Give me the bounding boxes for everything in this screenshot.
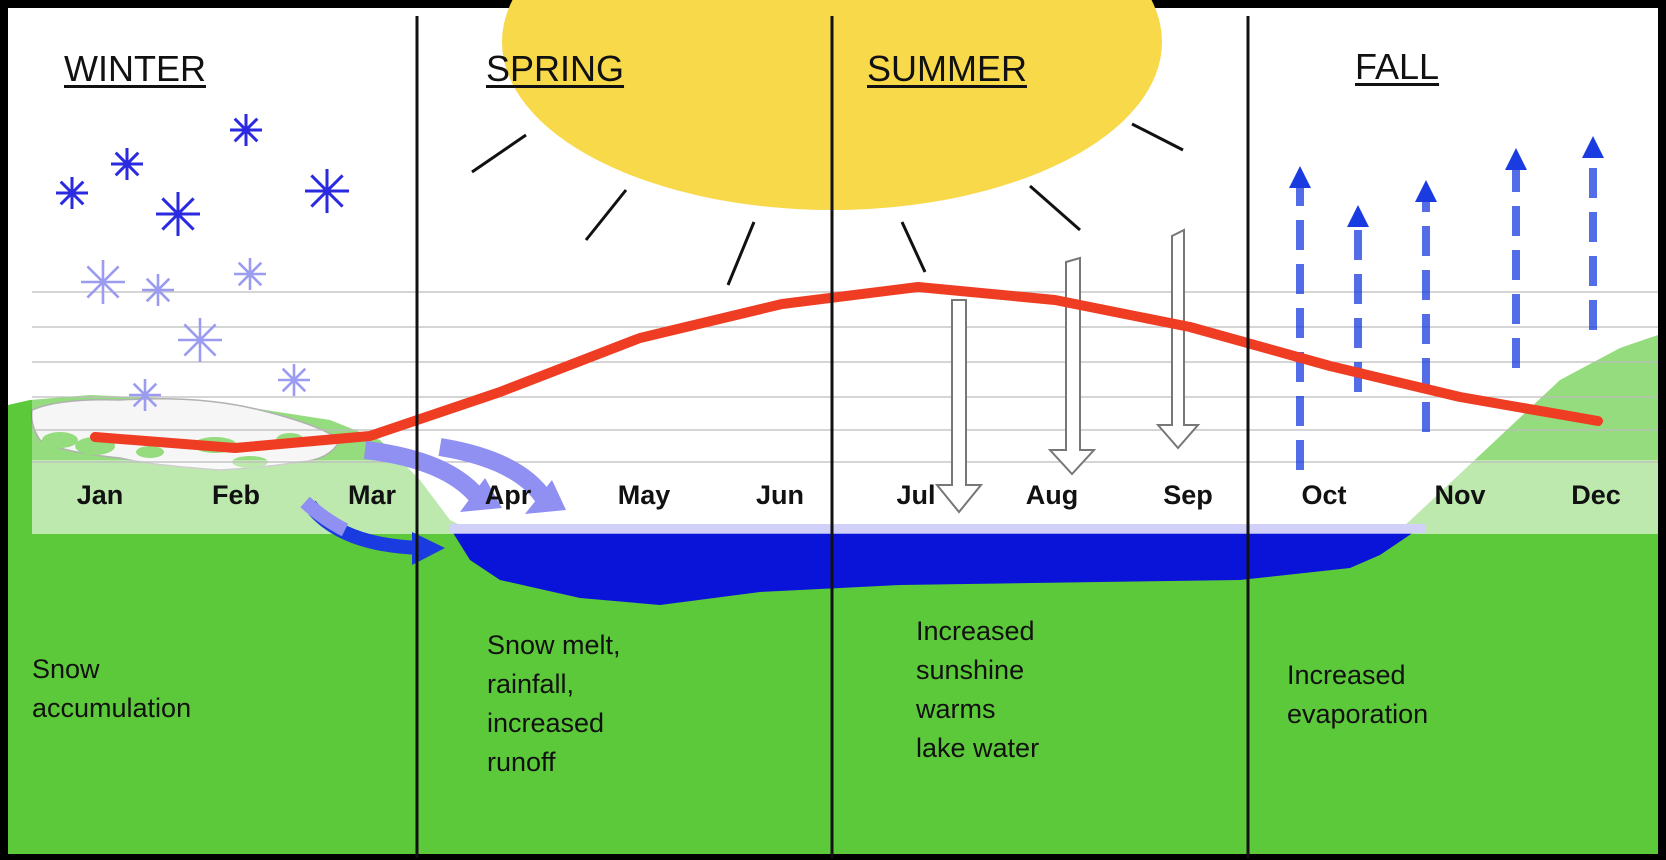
snowflake-icon	[56, 177, 88, 209]
lake	[450, 528, 1420, 605]
sun-ray	[1029, 184, 1081, 232]
season-title-winter: WINTER	[64, 48, 206, 89]
snowflake-group	[56, 114, 349, 411]
evaporation-arrow-icon	[1415, 180, 1437, 432]
snowflake-icon	[234, 258, 266, 290]
evaporation-arrow-icon	[1505, 148, 1527, 368]
season-title-fall: FALL	[1355, 46, 1440, 87]
season-dividers	[415, 16, 1250, 858]
sunlight-arrow-icon	[1047, 256, 1097, 476]
runoff-arrow-icon	[438, 438, 553, 506]
evaporation-arrow-icon	[1582, 136, 1604, 330]
snowflake-icon	[305, 169, 349, 213]
sunlight-arrow-icon	[934, 299, 984, 514]
description-fall: Increased evaporation	[1287, 660, 1429, 729]
sun-ray	[1131, 122, 1184, 152]
month-label-aug: Aug	[1025, 480, 1079, 510]
snowflake-icon	[178, 318, 222, 362]
snowflake-icon	[156, 192, 200, 236]
sun-ray	[900, 221, 927, 273]
runoff-arrow-icon	[363, 441, 488, 506]
temperature-curve	[90, 282, 1603, 453]
sunlight-arrow-icon	[1155, 228, 1201, 450]
sun-ray	[471, 133, 527, 174]
month-label-jun: Jun	[755, 480, 804, 510]
sun-ray	[726, 221, 756, 286]
sunlight-arrow-group	[934, 228, 1201, 514]
month-label-jan: Jan	[76, 480, 124, 510]
temperature-scale-lines	[32, 290, 1658, 534]
description-spring: Snow melt, rainfall, increased runoff	[487, 630, 621, 777]
runoff-arrow-group	[300, 438, 566, 565]
month-label-feb: Feb	[211, 480, 260, 510]
month-label-dec: Dec	[1571, 480, 1621, 510]
snowflake-icon	[129, 379, 161, 411]
sunlight-ray-group	[471, 122, 1184, 286]
evaporation-arrow-icon	[1347, 205, 1369, 392]
month-label-jul: Jul	[896, 480, 936, 510]
evaporation-arrow-group	[1289, 136, 1604, 470]
runoff-arrow-icon	[300, 496, 349, 537]
description-winter: Snow accumulation	[32, 654, 192, 723]
snowflake-icon	[230, 114, 262, 146]
snowflake-icon	[142, 274, 174, 306]
month-label-may: May	[617, 480, 671, 510]
month-label-nov: Nov	[1434, 480, 1486, 510]
snowflake-icon	[278, 364, 310, 396]
sun-ray	[584, 189, 628, 241]
snowflake-icon	[111, 148, 143, 180]
evaporation-arrow-icon	[1289, 166, 1311, 470]
month-label-mar: Mar	[347, 480, 396, 510]
season-title-spring: SPRING	[486, 48, 625, 89]
month-label-apr: Apr	[484, 480, 532, 510]
lake-surface	[450, 524, 1425, 533]
month-label-sep: Sep	[1163, 480, 1213, 510]
month-label-oct: Oct	[1301, 480, 1347, 510]
snowflake-icon	[81, 260, 125, 304]
season-title-summer: SUMMER	[867, 48, 1027, 89]
description-summer: Increased sunshine warms lake water	[916, 616, 1040, 763]
